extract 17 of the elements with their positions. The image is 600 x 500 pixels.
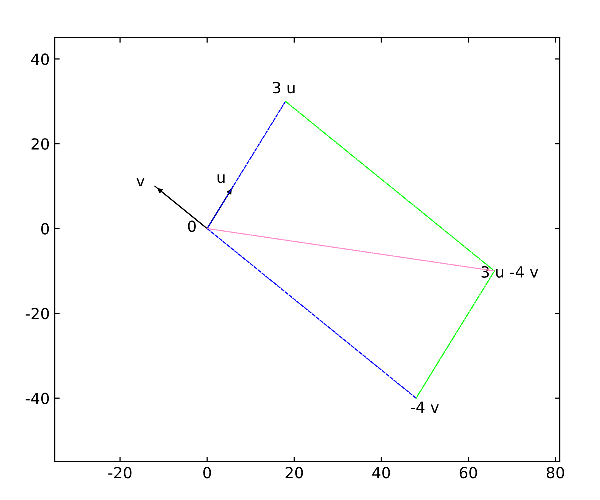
annotation: 3 u -4 v <box>482 266 538 278</box>
x-tick-label: 20 <box>286 467 304 479</box>
annotation: u <box>218 174 225 184</box>
annotation: -4 v <box>411 402 440 413</box>
x-tick-label: -20 <box>108 467 132 479</box>
annotation: 3 u <box>273 82 295 94</box>
x-tick-label: 80 <box>546 467 564 479</box>
y-tick-label: 0 <box>41 223 50 235</box>
annotation: 0 <box>188 220 196 232</box>
x-tick-label: 40 <box>372 467 390 479</box>
y-tick-label: 20 <box>32 138 50 150</box>
y-tick-label: -20 <box>26 308 50 320</box>
y-tick-label: 40 <box>31 54 50 66</box>
x-tick-label: 60 <box>460 467 478 479</box>
annotation: v <box>136 178 145 186</box>
y-tick-label: -40 <box>26 392 50 404</box>
x-tick-label: 0 <box>204 467 212 479</box>
